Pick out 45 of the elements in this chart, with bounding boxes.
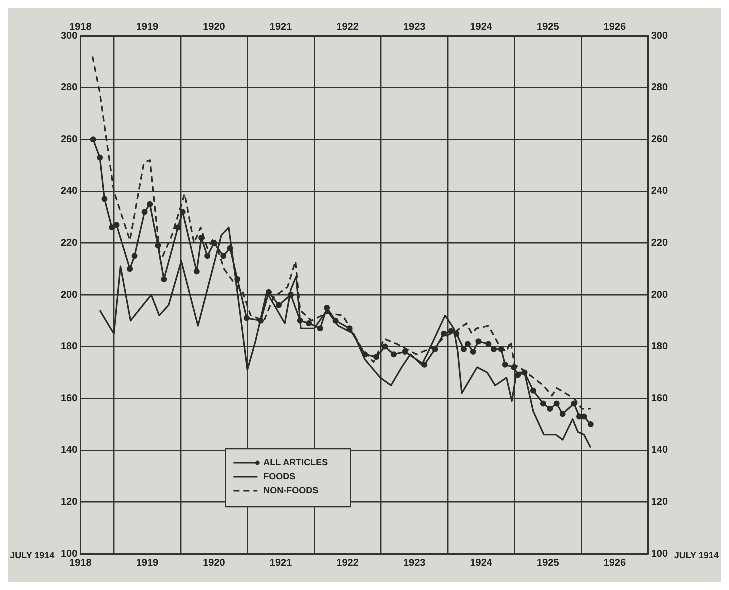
y2-tick-label: 140	[651, 445, 668, 456]
x2-tick-label: 1923	[403, 558, 426, 569]
y-tick-label: 220	[60, 238, 78, 249]
y-tick-label: 100	[60, 548, 78, 560]
x-tick-label: 1922	[336, 22, 360, 33]
x2-tick-label: 1925	[537, 558, 560, 569]
y2-tick-label: 220	[651, 238, 668, 249]
y2-tick-label: 280	[651, 82, 668, 94]
y2-tick-label: 200	[651, 290, 668, 301]
x-tick-label: 1918	[70, 22, 92, 33]
y-tick-label: 140	[60, 445, 78, 456]
x2-tick-label: 1926	[604, 558, 626, 569]
legend-label: ALL ARTICLES	[264, 457, 328, 468]
y2-tick-label: 300	[651, 30, 668, 42]
x-tick-label: 1919	[136, 22, 160, 33]
text: JULY 1914	[10, 550, 55, 560]
y2-tick-label: 180	[651, 342, 668, 353]
text: JULY 1914	[674, 550, 719, 560]
y-tick-label: 240	[60, 186, 78, 198]
y-tick-label: 300	[60, 30, 78, 42]
x2-tick-label: 1921	[270, 558, 293, 569]
x2-tick-label: 1918	[70, 558, 92, 569]
y2-tick-label: 240	[651, 186, 668, 198]
y-tick-label: 280	[60, 82, 78, 94]
y2-tick-label: 100	[651, 548, 668, 560]
x-tick-label: 1925	[537, 22, 560, 33]
legend-label: NON-FOODS	[264, 485, 319, 496]
x2-tick-label: 1920	[203, 558, 226, 569]
x2-tick-label: 1919	[136, 558, 160, 569]
y-tick-label: 120	[60, 496, 78, 508]
x-tick-label: 1920	[203, 22, 226, 33]
y2-tick-label: 120	[651, 496, 668, 508]
x2-tick-label: 1922	[336, 558, 360, 569]
x-tick-label: 1923	[403, 22, 426, 33]
x-tick-label: 1926	[604, 22, 626, 33]
legend-label: FOODS	[264, 471, 296, 482]
y-tick-label: 200	[60, 290, 78, 301]
x2-tick-label: 1924	[470, 558, 493, 569]
y2-tick-label: 260	[651, 134, 668, 146]
y2-tick-label: 160	[651, 393, 668, 404]
x-tick-label: 1924	[470, 22, 493, 33]
y-tick-label: 160	[60, 393, 78, 404]
x-tick-label: 1921	[270, 22, 293, 33]
y-tick-label: 260	[60, 134, 78, 146]
y-tick-label: 180	[60, 342, 78, 353]
